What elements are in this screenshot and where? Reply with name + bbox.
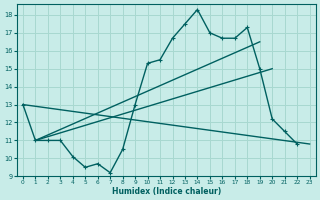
X-axis label: Humidex (Indice chaleur): Humidex (Indice chaleur) <box>112 187 221 196</box>
